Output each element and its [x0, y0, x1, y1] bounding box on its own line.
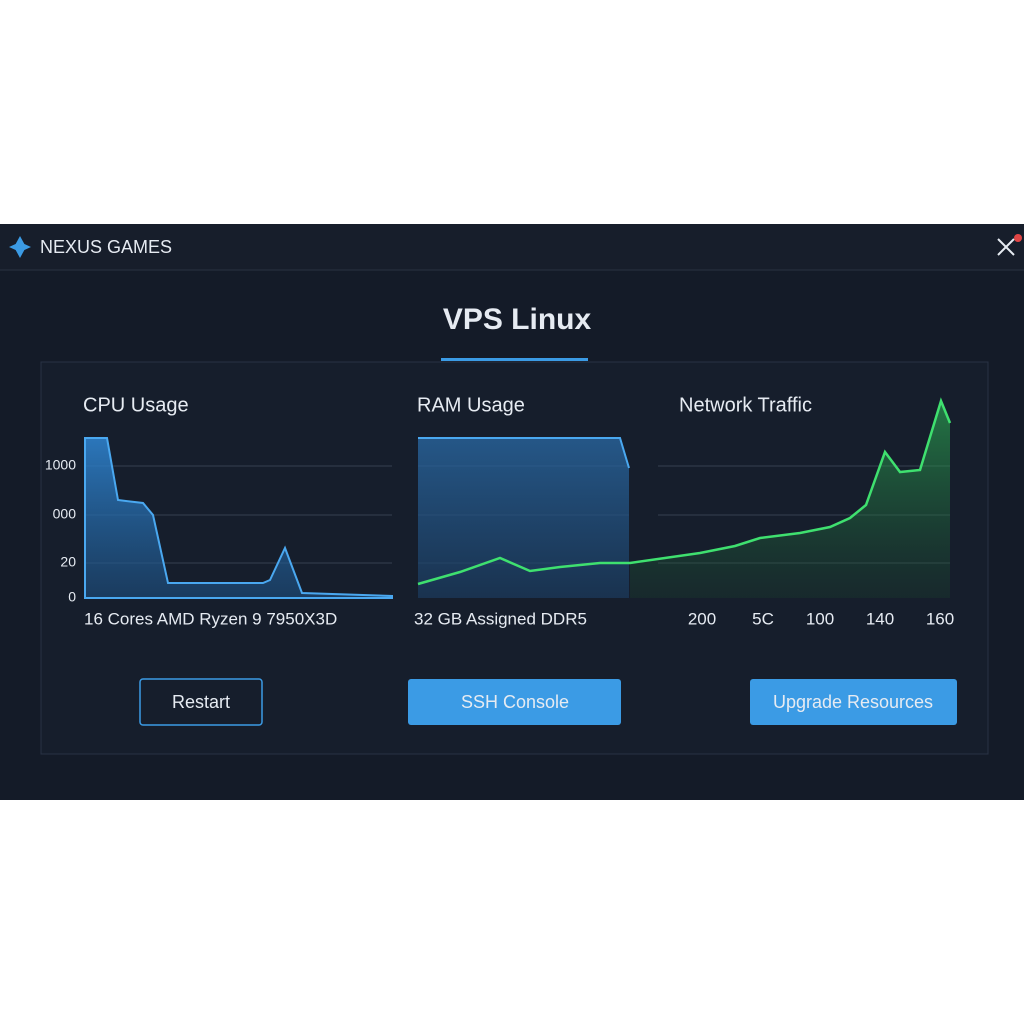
- close-button[interactable]: [997, 234, 1022, 256]
- brand: NEXUS GAMES: [40, 237, 172, 257]
- header-bar: [0, 224, 1024, 270]
- button-label: SSH Console: [461, 692, 569, 712]
- ram-area: [418, 438, 629, 598]
- page-title: VPS Linux: [443, 303, 592, 336]
- panel-title: Network Traffic: [679, 394, 812, 416]
- button-label: Restart: [172, 692, 230, 712]
- x-label: 5C: [752, 609, 774, 628]
- title-underline: [441, 358, 588, 361]
- panel-title: CPU Usage: [83, 394, 189, 416]
- upgrade-button[interactable]: Upgrade Resources: [750, 679, 957, 725]
- panel-caption: 16 Cores AMD Ryzen 9 7950X3D: [84, 609, 337, 628]
- y-label: 1000: [45, 457, 76, 473]
- panel-caption: 32 GB Assigned DDR5: [414, 609, 587, 628]
- panel-title: RAM Usage: [417, 394, 525, 416]
- button-label: Upgrade Resources: [773, 692, 933, 712]
- x-label: 200: [688, 609, 716, 628]
- logo: [9, 236, 31, 258]
- x-label: 140: [866, 609, 894, 628]
- y-label: 20: [60, 554, 76, 570]
- ram-line: [418, 437, 630, 469]
- ssh-console-button[interactable]: SSH Console: [408, 679, 621, 725]
- y-label: 000: [53, 506, 77, 522]
- cpu-area: [84, 437, 393, 599]
- restart-button[interactable]: Restart: [139, 678, 263, 726]
- network-line: [417, 397, 952, 586]
- x-label: 100: [806, 609, 834, 628]
- network-area: [630, 401, 950, 598]
- x-label: 160: [926, 609, 954, 628]
- y-label: 0: [68, 589, 76, 605]
